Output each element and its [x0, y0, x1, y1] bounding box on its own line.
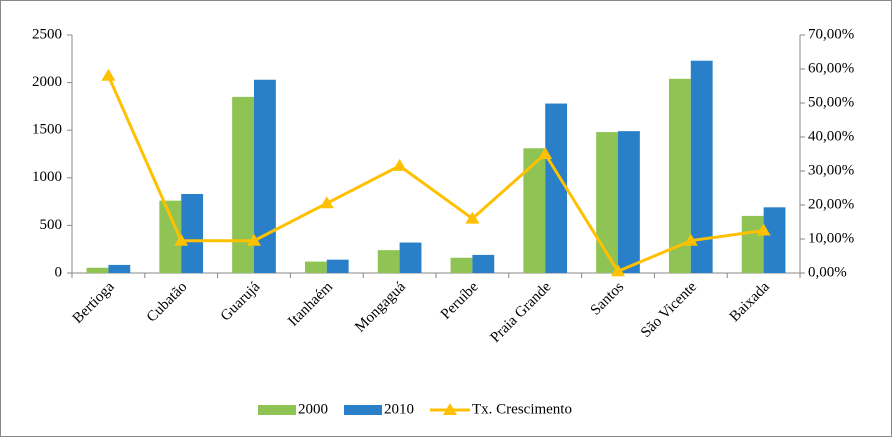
y2-tick-label: 40,00%: [808, 128, 854, 144]
bar: [741, 215, 764, 273]
bar: [450, 257, 473, 273]
legend-swatch: [258, 405, 296, 415]
bar: [254, 79, 276, 273]
bar: [232, 96, 254, 273]
bar: [545, 103, 568, 273]
bar: [472, 254, 495, 273]
bar: [108, 264, 131, 273]
bar: [763, 207, 786, 273]
y2-tick-label: 30,00%: [808, 162, 854, 178]
y2-tick-label: 60,00%: [808, 60, 854, 76]
legend-label: Tx. Crescimento: [472, 401, 572, 417]
y-tick-label: 0: [55, 264, 63, 280]
line-marker: [683, 233, 698, 246]
legend-marker: [443, 403, 457, 415]
y2-tick-label: 20,00%: [808, 196, 854, 212]
bar: [326, 259, 349, 273]
legend-label: 2010: [384, 401, 414, 417]
y-tick-label: 1500: [32, 122, 62, 138]
bar: [86, 267, 109, 273]
legend-swatch: [344, 405, 382, 415]
bar: [618, 131, 640, 273]
bar: [690, 60, 713, 274]
line-marker: [611, 264, 625, 277]
line-marker: [756, 223, 771, 236]
line-marker: [465, 211, 480, 224]
y2-tick-label: 50,00%: [808, 94, 854, 110]
bar: [399, 242, 422, 273]
legend-label: 2000: [298, 401, 328, 417]
bar: [159, 200, 182, 273]
bar: [181, 193, 204, 273]
line: [107, 75, 764, 274]
y-tick-label: 2500: [32, 26, 62, 42]
y2-tick-label: 70,00%: [808, 26, 854, 42]
bar: [668, 78, 691, 274]
bar: [523, 148, 546, 273]
y2-tick-label: 0,00%: [808, 264, 847, 280]
y2-tick-label: 10,00%: [808, 230, 854, 246]
y-tick-label: 500: [40, 217, 63, 233]
bar: [377, 250, 400, 273]
line-marker: [319, 196, 334, 209]
line-marker: [247, 233, 261, 246]
bar: [596, 132, 618, 273]
line-marker: [101, 68, 116, 81]
bar: [304, 261, 327, 273]
y-tick-label: 1000: [32, 169, 62, 185]
line-marker: [392, 158, 407, 171]
line-marker: [538, 147, 553, 159]
line-marker: [174, 233, 189, 246]
y-tick-label: 2000: [32, 74, 62, 90]
